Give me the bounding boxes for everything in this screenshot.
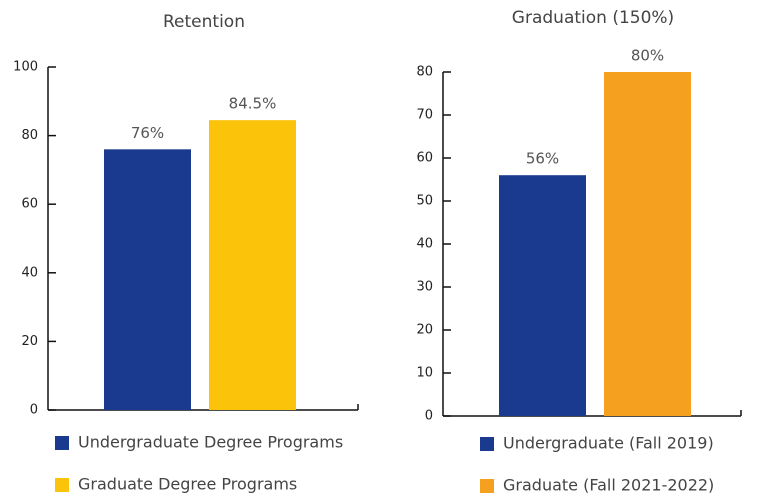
legend-label: Graduate Degree Programs [78, 475, 297, 494]
bar [209, 120, 296, 410]
legend-swatch [55, 436, 69, 450]
bar [499, 175, 586, 416]
y-tick-label: 80 [416, 65, 433, 80]
value-label: 76% [131, 124, 164, 142]
chart-title: Graduation (150%) [512, 8, 674, 28]
y-tick-label: 40 [21, 265, 38, 280]
legend-swatch [480, 479, 494, 493]
value-label: 80% [631, 47, 664, 65]
y-tick-label: 50 [416, 194, 433, 209]
y-tick-label: 30 [416, 280, 433, 295]
y-tick-label: 40 [416, 237, 433, 252]
legend-swatch [480, 437, 494, 451]
y-tick-label: 10 [416, 366, 433, 381]
y-tick-label: 0 [30, 403, 38, 418]
legend-label: Graduate (Fall 2021-2022) [503, 476, 714, 495]
y-tick-label: 80 [21, 128, 38, 143]
bar [604, 72, 691, 416]
value-label: 56% [526, 150, 559, 168]
legend-swatch [55, 478, 69, 492]
y-tick-label: 60 [416, 151, 433, 166]
y-tick-label: 100 [13, 60, 38, 75]
y-tick-label: 70 [416, 108, 433, 123]
chart-title: Retention [163, 12, 245, 32]
y-tick-label: 20 [416, 323, 433, 338]
bar [104, 149, 191, 410]
y-tick-label: 20 [21, 334, 38, 349]
legend-label: Undergraduate (Fall 2019) [503, 434, 714, 453]
value-label: 84.5% [229, 95, 277, 113]
y-tick-label: 0 [425, 409, 433, 424]
y-tick-label: 60 [21, 197, 38, 212]
legend-label: Undergraduate Degree Programs [78, 433, 343, 452]
